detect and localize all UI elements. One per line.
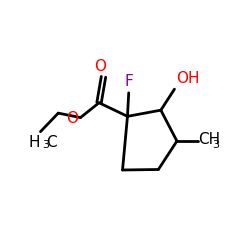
- Text: OH: OH: [176, 71, 199, 86]
- Text: C: C: [46, 135, 57, 150]
- Text: CH: CH: [198, 132, 220, 146]
- Text: 3: 3: [42, 140, 49, 150]
- Text: H: H: [28, 135, 40, 150]
- Text: F: F: [124, 74, 133, 89]
- Text: O: O: [94, 59, 106, 74]
- Text: O: O: [66, 111, 78, 126]
- Text: 3: 3: [212, 140, 219, 150]
